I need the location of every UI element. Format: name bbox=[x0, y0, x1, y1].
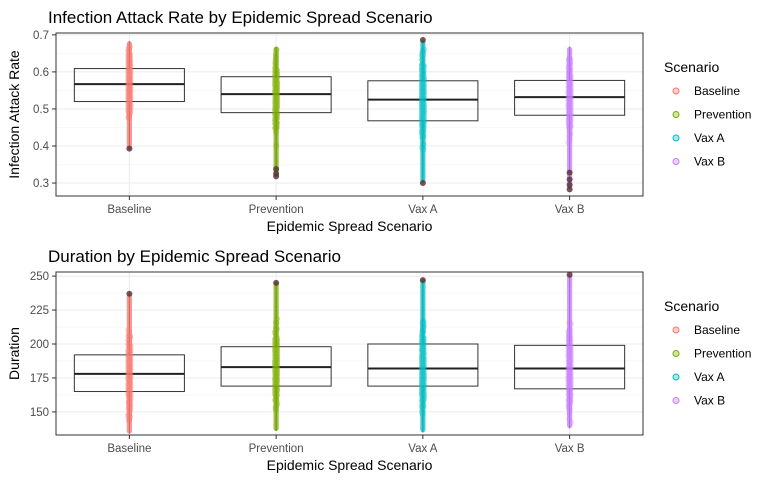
plot-panel bbox=[56, 33, 643, 196]
y-tick-label: 150 bbox=[30, 407, 49, 419]
point-strip bbox=[420, 278, 426, 433]
y-tick-label: 0.4 bbox=[33, 141, 50, 153]
legend: Scenario Baseline Prevention Vax A Vax B bbox=[664, 298, 751, 408]
legend-key bbox=[672, 87, 680, 95]
legend-label: Vax B bbox=[694, 394, 725, 408]
y-tick-label: 175 bbox=[30, 373, 49, 385]
outlier-point bbox=[273, 170, 280, 177]
legend-key bbox=[672, 111, 680, 118]
legend-label: Vax B bbox=[694, 155, 725, 169]
x-tick-label: Vax A bbox=[408, 443, 438, 455]
y-tick-label: 200 bbox=[30, 339, 49, 351]
y-tick-label: 0.5 bbox=[33, 104, 49, 116]
outlier-point bbox=[566, 181, 573, 188]
legend-label: Vax A bbox=[694, 370, 724, 384]
y-tick-label: 0.7 bbox=[33, 30, 49, 42]
point-strip bbox=[126, 41, 132, 150]
outlier-point bbox=[566, 169, 573, 176]
x-axis-title: Epidemic Spread Scenario bbox=[267, 218, 433, 234]
point-strip bbox=[420, 40, 426, 184]
legend-title: Scenario bbox=[664, 59, 719, 75]
legend-label: Vax A bbox=[694, 131, 724, 145]
x-axis-title: Epidemic Spread Scenario bbox=[267, 457, 433, 473]
x-tick-label: Vax A bbox=[408, 204, 438, 216]
x-tick-label: Prevention bbox=[249, 443, 304, 455]
point-strip bbox=[567, 274, 573, 429]
point-strip bbox=[273, 46, 279, 177]
y-tick-label: 0.3 bbox=[33, 178, 49, 190]
point-strip bbox=[126, 293, 132, 434]
x-tick-label: Baseline bbox=[107, 204, 151, 216]
y-tick-label: 250 bbox=[30, 271, 49, 283]
legend-key bbox=[672, 158, 680, 165]
x-tick-label: Baseline bbox=[107, 443, 151, 455]
chart-panel-1: 0.3 0.4 0.5 0.6 0.7 Baseline Prevention Vax A Va… bbox=[6, 8, 751, 234]
outlier-point bbox=[566, 176, 573, 183]
outlier-point bbox=[126, 290, 133, 297]
legend-label: Baseline bbox=[694, 84, 740, 98]
x-tick-label: Vax B bbox=[555, 204, 585, 216]
point-strip bbox=[567, 46, 573, 190]
series-baseline bbox=[73, 41, 185, 152]
legend: Scenario Baseline Prevention Vax A Vax B bbox=[664, 59, 751, 169]
outlier-point bbox=[273, 279, 280, 286]
legend-key bbox=[672, 373, 680, 381]
y-axis-title: Infection Attack Rate bbox=[6, 50, 22, 179]
x-tick-label: Prevention bbox=[249, 204, 304, 216]
legend-key bbox=[672, 397, 680, 404]
y-tick-label: 225 bbox=[30, 305, 49, 317]
chart-title: Infection Attack Rate by Epidemic Spread… bbox=[48, 8, 433, 27]
plot-panel bbox=[56, 272, 643, 435]
y-tick-label: 0.6 bbox=[33, 67, 49, 79]
legend-key bbox=[672, 350, 680, 357]
outlier-point bbox=[419, 277, 426, 284]
x-tick-label: Vax B bbox=[555, 443, 585, 455]
series-prevention bbox=[220, 46, 332, 180]
outlier-point bbox=[419, 37, 426, 44]
legend-label: Prevention bbox=[694, 108, 751, 122]
series-vax-a bbox=[367, 37, 479, 187]
chart-panel-2: 150 175 200 225 250 Baseline Prevention Vax A Va… bbox=[6, 247, 751, 473]
legend-label: Prevention bbox=[694, 347, 751, 361]
point-strip bbox=[273, 281, 279, 431]
chart-title: Duration by Epidemic Spread Scenario bbox=[48, 247, 341, 266]
outlier-point bbox=[566, 271, 573, 278]
legend-title: Scenario bbox=[664, 298, 719, 314]
legend-key bbox=[672, 134, 680, 142]
legend-key bbox=[672, 326, 680, 334]
outlier-point bbox=[273, 165, 280, 172]
outlier-point bbox=[419, 180, 426, 187]
legend-label: Baseline bbox=[694, 323, 740, 337]
y-axis-title: Duration bbox=[6, 327, 22, 380]
outlier-point bbox=[126, 145, 133, 152]
